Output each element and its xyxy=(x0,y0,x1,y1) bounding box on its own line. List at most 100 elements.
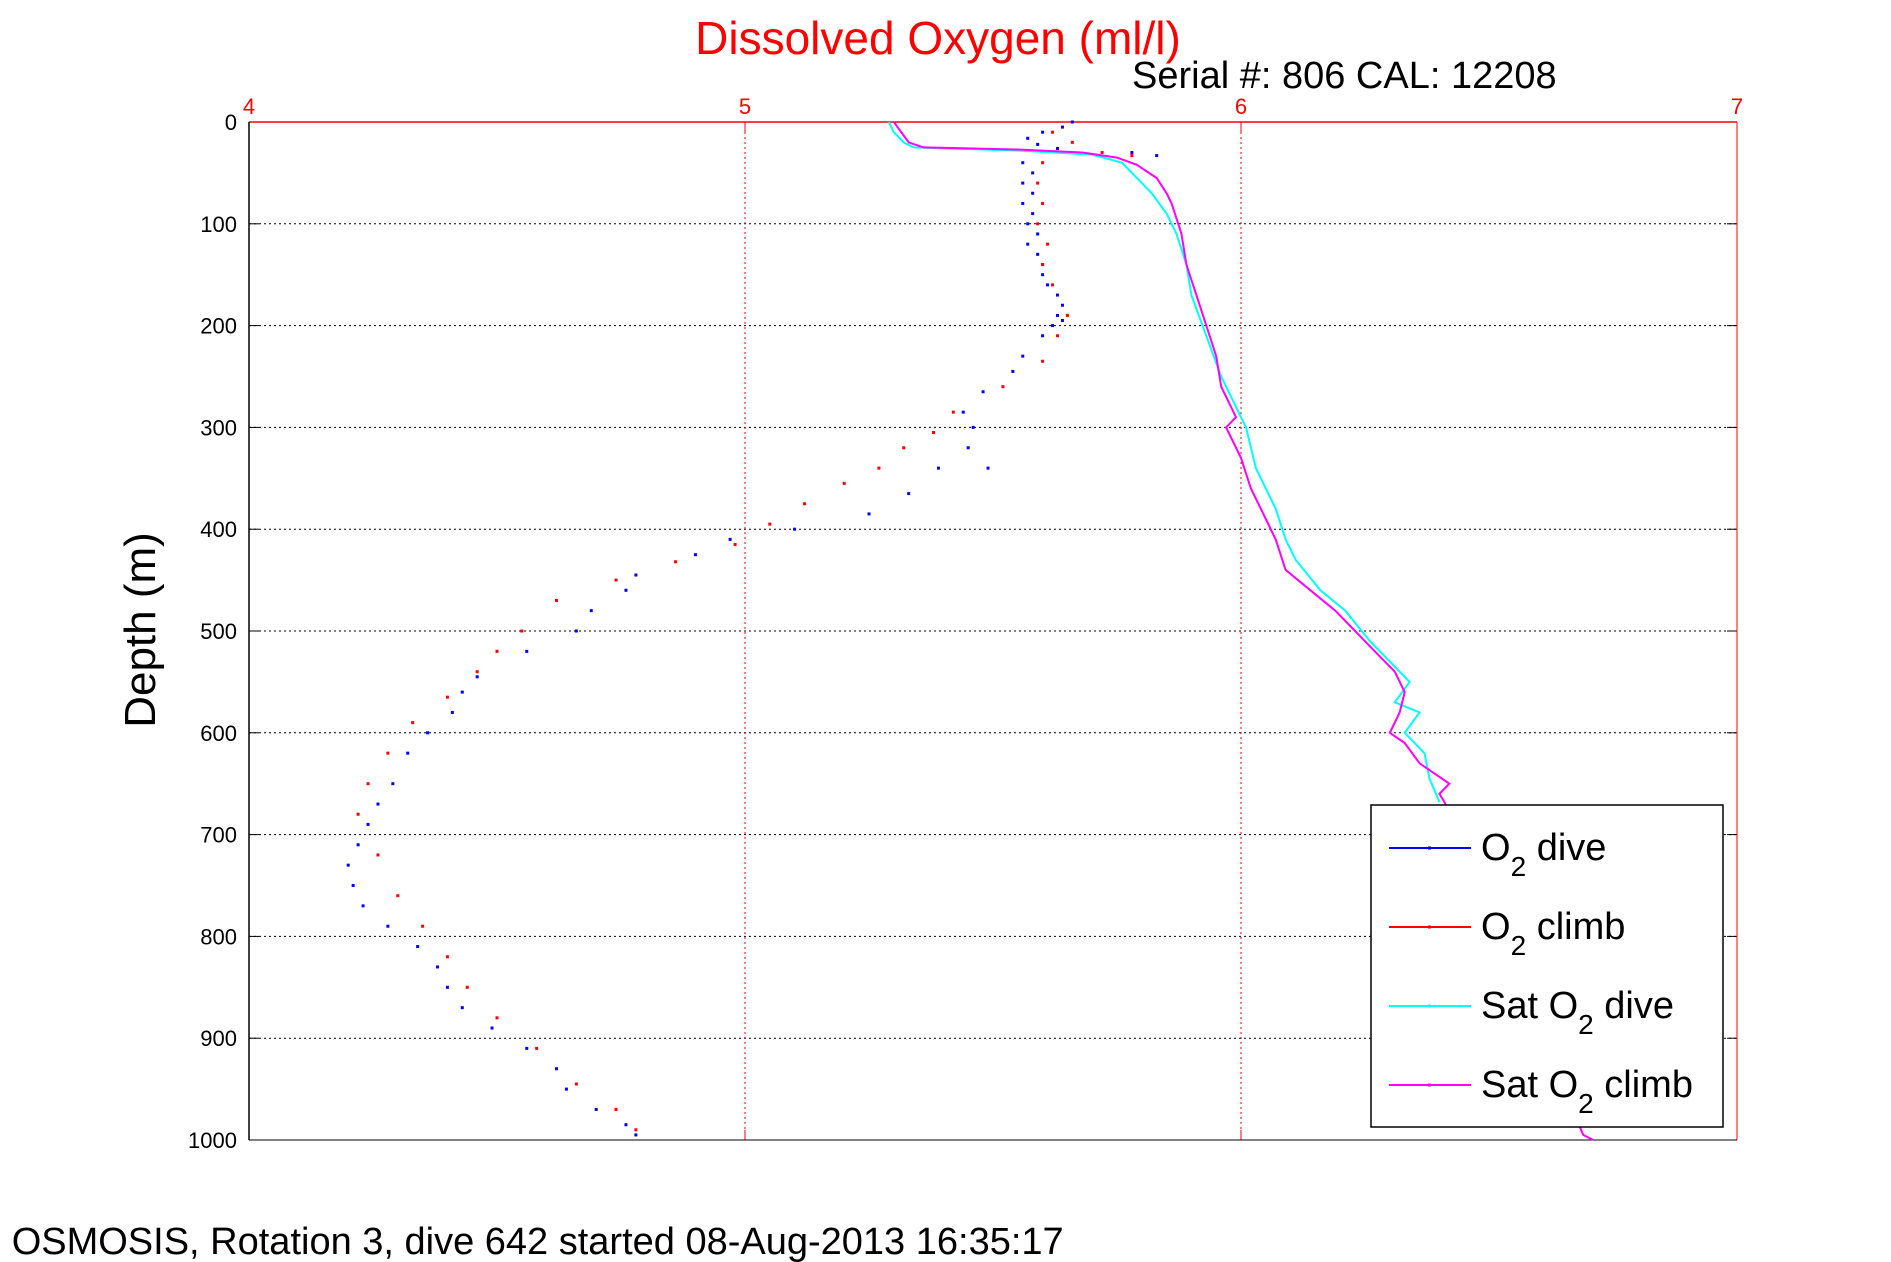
data-point xyxy=(1100,151,1104,155)
chart-title: Dissolved Oxygen (ml/l) xyxy=(695,12,1181,64)
data-point xyxy=(1051,283,1055,287)
data-point xyxy=(1070,140,1074,144)
x-tick-label: 5 xyxy=(739,94,751,119)
data-point xyxy=(555,598,559,602)
data-point xyxy=(460,690,464,694)
data-point xyxy=(406,751,410,755)
data-point xyxy=(1041,161,1045,165)
data-point xyxy=(376,802,380,806)
data-point xyxy=(907,492,911,496)
legend-label-rest: climb xyxy=(1526,906,1625,948)
data-point xyxy=(986,466,990,470)
footer-caption: 6 OSMOSIS, Rotation 3, dive 642 started … xyxy=(0,1221,1064,1262)
data-point xyxy=(445,695,449,699)
data-point xyxy=(877,466,881,470)
data-point xyxy=(426,731,430,735)
data-point xyxy=(1046,283,1050,287)
legend-label: O2 climb xyxy=(1481,906,1625,961)
data-point xyxy=(1031,191,1035,195)
data-point xyxy=(1021,181,1025,185)
data-point xyxy=(475,670,479,674)
data-point xyxy=(1041,359,1045,363)
legend-label-rest: climb xyxy=(1594,1064,1693,1106)
data-point xyxy=(728,537,732,541)
data-point xyxy=(1011,369,1015,373)
data-point xyxy=(1036,222,1040,226)
data-point xyxy=(1060,125,1064,129)
data-point xyxy=(1036,142,1040,146)
series-3 xyxy=(892,121,1594,1141)
data-point xyxy=(386,924,390,928)
data-point xyxy=(1021,161,1025,165)
data-point xyxy=(1041,263,1045,267)
data-point xyxy=(445,955,449,959)
data-point xyxy=(574,1082,578,1086)
legend-label-sub: 2 xyxy=(1578,1088,1594,1119)
legend-marker xyxy=(1428,846,1431,850)
y-tick-label: 600 xyxy=(200,721,237,746)
series-line xyxy=(887,121,1441,803)
legend-label-main: O xyxy=(1481,906,1511,948)
data-point xyxy=(1021,354,1025,358)
y-tick-label: 0 xyxy=(225,110,237,135)
legend-label: O2 dive xyxy=(1481,827,1606,882)
legend-label-main: Sat O xyxy=(1481,985,1578,1027)
y-tick-label: 100 xyxy=(200,212,237,237)
data-point xyxy=(1060,319,1064,323)
data-point xyxy=(1065,313,1069,317)
data-point xyxy=(1036,181,1040,185)
series-0 xyxy=(346,120,1159,1137)
data-point xyxy=(1051,130,1055,134)
legend-marker xyxy=(1428,1083,1431,1087)
data-point xyxy=(951,410,955,414)
data-point xyxy=(366,822,370,826)
legend-label: Sat O2 dive xyxy=(1481,985,1674,1040)
data-point xyxy=(495,1016,499,1020)
legend-box xyxy=(1370,804,1724,1128)
y-axis-label: Depth (m) xyxy=(116,532,165,728)
data-point xyxy=(346,863,350,867)
data-point xyxy=(416,945,420,949)
data-point xyxy=(614,578,618,582)
data-point xyxy=(535,1046,539,1050)
data-point xyxy=(1055,334,1059,338)
data-point xyxy=(475,675,479,679)
data-point xyxy=(634,573,638,577)
data-point xyxy=(1001,385,1005,389)
legend-item: O2 dive xyxy=(1389,827,1606,882)
legend-label-rest: dive xyxy=(1594,985,1674,1027)
legend-label-rest: dive xyxy=(1526,827,1606,869)
data-point xyxy=(1060,303,1064,307)
legend-marker xyxy=(1428,1004,1431,1008)
data-point xyxy=(594,1107,598,1111)
x-tick-label: 6 xyxy=(1235,94,1247,119)
data-point xyxy=(391,782,395,786)
data-point xyxy=(1041,273,1045,277)
data-point xyxy=(564,1087,568,1091)
data-point xyxy=(465,985,469,989)
data-point xyxy=(1026,242,1030,246)
data-point xyxy=(1041,334,1045,338)
data-point xyxy=(490,1026,494,1030)
y-tick-label: 1000 xyxy=(188,1128,237,1153)
data-point xyxy=(1026,222,1030,226)
data-point xyxy=(589,609,593,613)
data-point xyxy=(981,390,985,394)
data-point xyxy=(1130,154,1134,158)
data-point xyxy=(634,1133,638,1137)
data-point xyxy=(1031,171,1035,175)
data-point xyxy=(1155,154,1159,158)
legend-item: Sat O2 dive xyxy=(1389,985,1674,1040)
series-1 xyxy=(356,130,1134,1132)
data-point xyxy=(555,1067,559,1071)
data-point xyxy=(624,588,628,592)
data-point xyxy=(520,629,524,633)
y-tick-label: 700 xyxy=(200,823,237,848)
data-point xyxy=(936,466,940,470)
data-point xyxy=(803,502,807,506)
legend-label-main: O xyxy=(1481,827,1511,869)
y-tick-label: 200 xyxy=(200,314,237,339)
data-point xyxy=(435,965,439,969)
